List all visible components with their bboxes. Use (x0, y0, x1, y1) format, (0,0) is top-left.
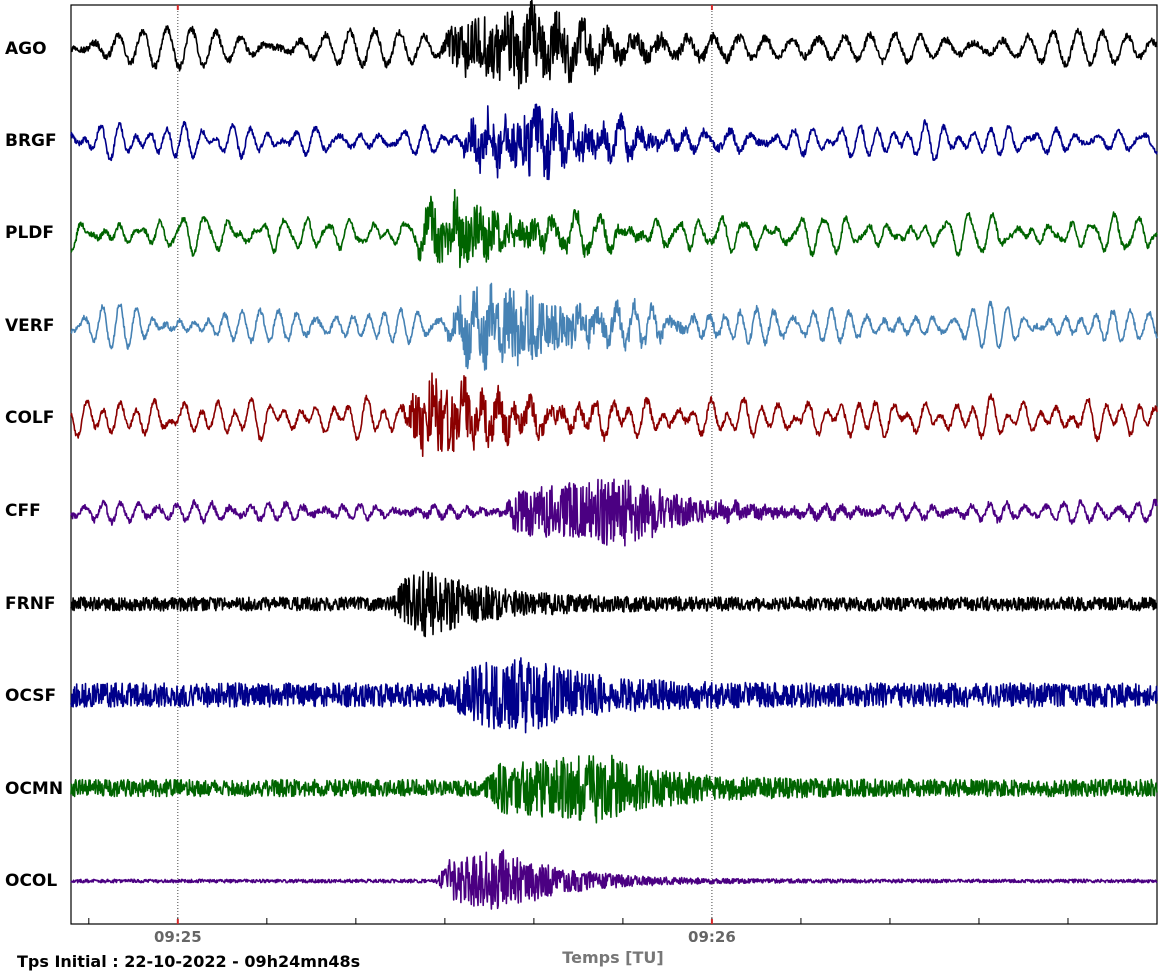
station-label-pldf: PLDF (5, 223, 54, 243)
ticks-layer: 09:25 09:26 (88, 5, 1158, 946)
x-axis-label: Temps [TU] (562, 948, 663, 967)
trace-brgf (70, 103, 1158, 181)
station-label-verf: VERF (5, 316, 54, 336)
station-label-colf: COLF (5, 408, 54, 428)
station-label-cff: CFF (5, 501, 41, 521)
trace-frnf (70, 570, 1158, 638)
labels-layer: AGO BRGF PLDF VERF COLF CFF FRNF OCSF OCMN OCOL (5, 39, 63, 891)
trace-ocol (70, 849, 1158, 910)
trace-ocsf (70, 657, 1158, 734)
station-label-ocsf: OCSF (5, 686, 56, 706)
trace-pldf (70, 188, 1158, 269)
trace-ocmn (70, 754, 1158, 824)
plot-frame (70, 4, 1158, 925)
station-label-brgf: BRGF (5, 131, 57, 151)
x-tick-label: 09:25 (154, 928, 202, 946)
traces-layer (70, 0, 1158, 910)
x-tick-label: 09:26 (688, 928, 736, 946)
station-label-ocmn: OCMN (5, 779, 63, 799)
trace-colf (70, 372, 1158, 458)
station-label-ago: AGO (5, 39, 47, 59)
station-label-ocol: OCOL (5, 871, 57, 891)
station-label-frnf: FRNF (5, 594, 56, 614)
trace-cff (70, 478, 1158, 547)
grid-layer (177, 5, 713, 924)
start-time-caption: Tps Initial : 22-10-2022 - 09h24mn48s (17, 952, 360, 971)
trace-ago (70, 0, 1158, 90)
trace-verf (70, 282, 1158, 371)
